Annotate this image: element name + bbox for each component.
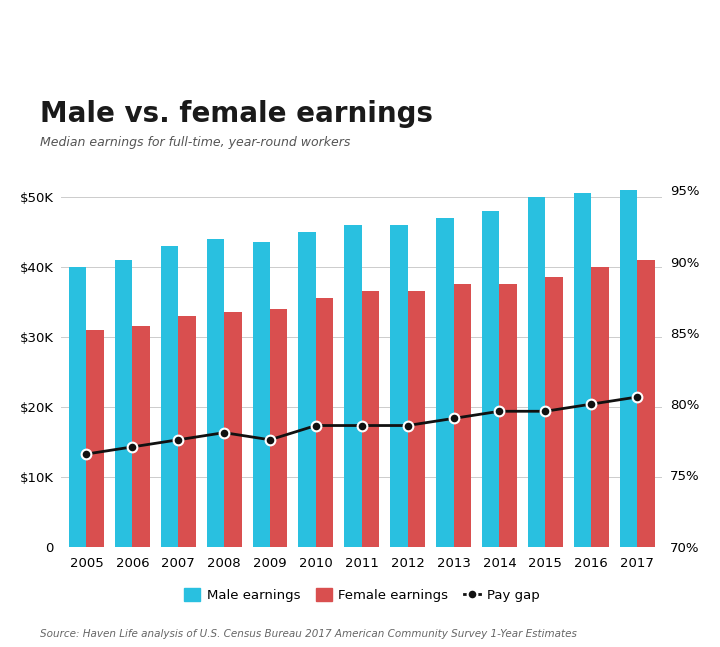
Bar — [69, 267, 86, 547]
Bar — [528, 197, 545, 547]
Text: Haven
Life: Haven Life — [61, 24, 120, 61]
Bar — [86, 330, 104, 547]
Bar — [115, 259, 132, 547]
Bar — [436, 218, 454, 547]
Bar — [591, 267, 608, 547]
Bar — [132, 326, 150, 547]
Bar — [16, 33, 46, 45]
Legend: Male earnings, Female earnings, Pay gap: Male earnings, Female earnings, Pay gap — [179, 583, 545, 608]
Bar — [408, 291, 425, 547]
Bar — [545, 277, 563, 547]
Bar — [390, 225, 408, 547]
Bar — [500, 284, 517, 547]
Bar — [224, 313, 241, 547]
Bar — [179, 316, 196, 547]
Bar — [637, 259, 654, 547]
Bar — [207, 239, 224, 547]
Text: ᒐ: ᒐ — [16, 19, 42, 53]
Bar — [574, 193, 591, 547]
Bar — [253, 242, 270, 547]
Bar — [299, 232, 316, 547]
Bar — [316, 298, 333, 547]
Bar — [620, 190, 637, 547]
Bar — [161, 246, 179, 547]
Text: Source: Haven Life analysis of U.S. Census Bureau 2017 American Community Survey: Source: Haven Life analysis of U.S. Cens… — [40, 630, 577, 639]
Bar — [16, 11, 26, 72]
Text: Median earnings for full-time, year-round workers: Median earnings for full-time, year-roun… — [40, 136, 350, 149]
Bar — [36, 11, 46, 72]
Bar — [361, 291, 379, 547]
Bar — [482, 211, 500, 547]
Bar — [344, 225, 361, 547]
Text: Life insurance that’s actually simple: Life insurance that’s actually simple — [437, 35, 702, 50]
Bar — [454, 284, 471, 547]
Bar — [270, 309, 287, 547]
Text: Male vs. female earnings: Male vs. female earnings — [40, 100, 433, 128]
